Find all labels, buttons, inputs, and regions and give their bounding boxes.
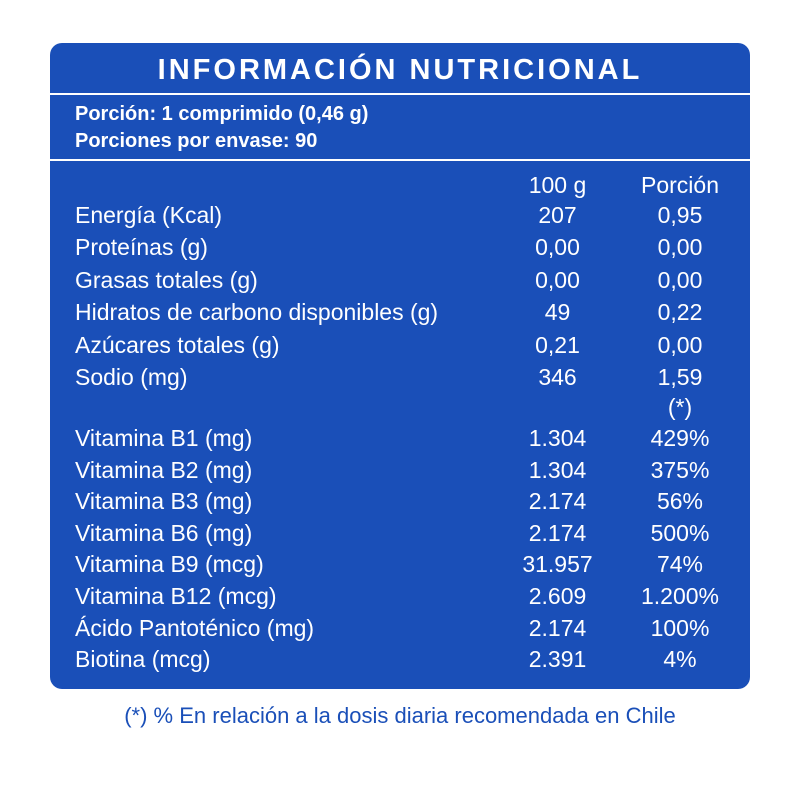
- column-header-portion: Porción: [641, 172, 719, 198]
- portion-divider: [50, 159, 750, 161]
- nutrient-per-100g: 207: [538, 202, 577, 228]
- vitamin-label: Vitamina B1 (mg): [75, 425, 253, 451]
- vitamin-per-100g: 1.304: [528, 425, 587, 451]
- nutrition-table: INFORMACIÓN NUTRICIONAL Porción: 1 compr…: [50, 43, 750, 689]
- vitamin-label: Biotina (mcg): [75, 646, 211, 672]
- nutrient-label: Azúcares totales (g): [75, 332, 280, 358]
- table-row: Vitamina B12 (mcg) 2.609 1.200%: [50, 581, 750, 611]
- vitamin-per-100g: 2.609: [528, 583, 587, 609]
- nutrient-per-portion: 0,00: [657, 332, 703, 358]
- table-row: Vitamina B6 (mg) 2.174 500%: [50, 518, 750, 548]
- nutrient-per-100g: 0,00: [535, 267, 580, 293]
- table-row: Vitamina B1 (mg) 1.304 429%: [50, 423, 750, 453]
- portions-per-container: Porciones por envase: 90: [75, 130, 318, 152]
- nutrient-label: Energía (Kcal): [75, 202, 223, 228]
- vitamin-daily-percent: 500%: [650, 520, 710, 546]
- table-row: Proteínas (g) 0,00 0,00: [50, 232, 750, 262]
- table-row: Energía (Kcal) 207 0,95: [50, 200, 750, 230]
- daily-value-marker: (*): [667, 394, 693, 420]
- title-divider: [50, 93, 750, 95]
- vitamin-daily-percent: 375%: [650, 457, 710, 483]
- vitamin-per-100g: 1.304: [528, 457, 587, 483]
- nutrient-per-portion: 0,95: [657, 202, 703, 228]
- vitamin-label: Ácido Pantoténico (mg): [75, 615, 315, 641]
- nutrient-per-portion: 1,59: [657, 364, 703, 390]
- table-row: Vitamina B3 (mg) 2.174 56%: [50, 486, 750, 516]
- table-row: Azúcares totales (g) 0,21 0,00: [50, 330, 750, 360]
- column-header-row: 100 g Porción: [50, 170, 750, 200]
- vitamin-daily-percent: 100%: [650, 615, 710, 641]
- vitamin-label: Vitamina B12 (mcg): [75, 583, 277, 609]
- nutrient-label: Hidratos de carbono disponibles (g): [75, 299, 439, 325]
- vitamin-label: Vitamina B9 (mcg): [75, 551, 264, 577]
- column-header-100g: 100 g: [528, 172, 587, 198]
- table-row: Biotina (mcg) 2.391 4%: [50, 644, 750, 674]
- nutrient-label: Sodio (mg): [75, 364, 188, 390]
- nutrient-label: Proteínas (g): [75, 234, 208, 260]
- footnote: (*) % En relación a la dosis diaria reco…: [124, 703, 676, 728]
- vitamin-daily-percent: 429%: [650, 425, 710, 451]
- table-title: INFORMACIÓN NUTRICIONAL: [157, 54, 643, 86]
- vitamin-daily-percent: 74%: [656, 551, 704, 577]
- nutrient-per-portion: 0,00: [657, 267, 703, 293]
- portion-size: Porción: 1 comprimido (0,46 g): [75, 103, 369, 125]
- vitamin-marker-row: (*): [50, 392, 750, 422]
- nutrient-per-100g: 49: [544, 299, 571, 325]
- table-row: Vitamina B9 (mcg) 31.957 74%: [50, 549, 750, 579]
- vitamin-per-100g: 2.391: [528, 646, 587, 672]
- table-row: Sodio (mg) 346 1,59: [50, 362, 750, 392]
- nutrient-per-100g: 346: [538, 364, 577, 390]
- nutrient-per-100g: 0,00: [535, 234, 580, 260]
- vitamin-daily-percent: 4%: [663, 646, 697, 672]
- vitamin-label: Vitamina B3 (mg): [75, 488, 253, 514]
- vitamin-daily-percent: 56%: [656, 488, 704, 514]
- vitamin-per-100g: 2.174: [528, 615, 587, 641]
- nutrient-per-portion: 0,00: [657, 234, 703, 260]
- vitamin-per-100g: 31.957: [522, 551, 593, 577]
- nutrient-per-100g: 0,21: [535, 332, 580, 358]
- vitamin-label: Vitamina B6 (mg): [75, 520, 253, 546]
- nutrient-per-portion: 0,22: [657, 299, 703, 325]
- table-row: Hidratos de carbono disponibles (g) 49 0…: [50, 297, 750, 327]
- vitamin-label: Vitamina B2 (mg): [75, 457, 253, 483]
- table-row: Vitamina B2 (mg) 1.304 375%: [50, 455, 750, 485]
- vitamin-per-100g: 2.174: [528, 520, 587, 546]
- vitamin-daily-percent: 1.200%: [640, 583, 719, 609]
- nutrient-label: Grasas totales (g): [75, 267, 258, 293]
- table-row: Grasas totales (g) 0,00 0,00: [50, 265, 750, 295]
- table-row: Ácido Pantoténico (mg) 2.174 100%: [50, 613, 750, 643]
- vitamin-per-100g: 2.174: [528, 488, 587, 514]
